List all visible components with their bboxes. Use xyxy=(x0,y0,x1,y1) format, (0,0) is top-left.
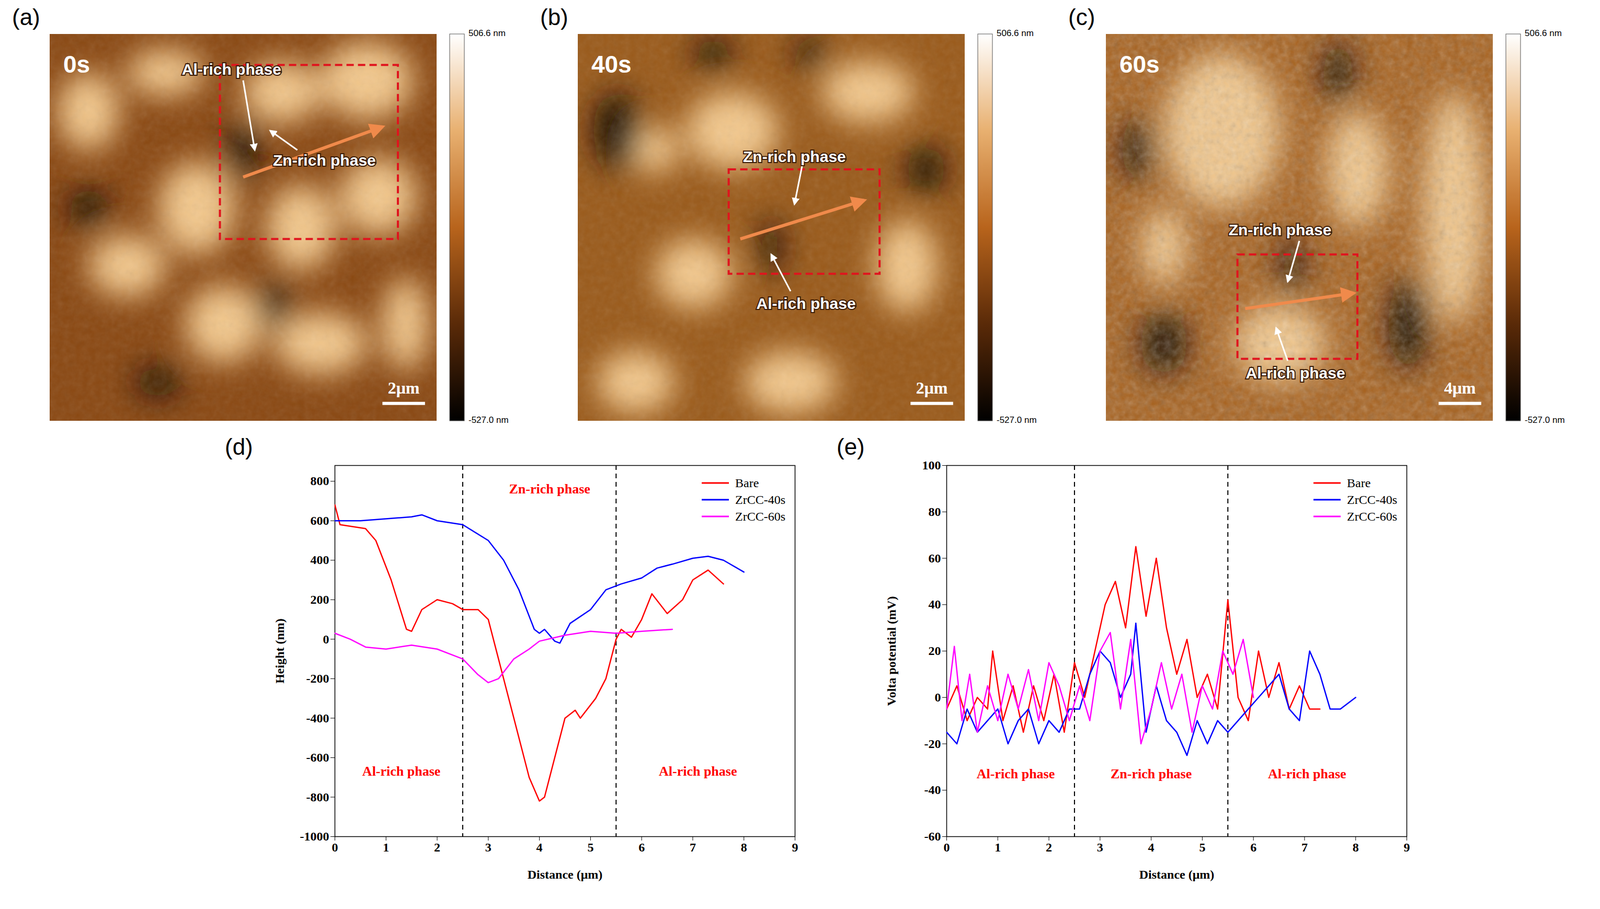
svg-text:60: 60 xyxy=(928,551,942,566)
svg-text:600: 600 xyxy=(310,513,330,528)
svg-text:40s: 40s xyxy=(591,50,632,78)
svg-text:Distance (μm): Distance (μm) xyxy=(527,867,603,882)
svg-text:0s: 0s xyxy=(63,50,90,78)
svg-text:0: 0 xyxy=(332,840,339,855)
svg-text:2μm: 2μm xyxy=(916,378,948,398)
svg-text:Al-rich phase: Al-rich phase xyxy=(1267,766,1347,782)
svg-text:506.6 nm: 506.6 nm xyxy=(1524,28,1562,39)
svg-text:4: 4 xyxy=(1148,840,1155,855)
svg-text:4: 4 xyxy=(536,840,543,855)
svg-text:Al-rich phase: Al-rich phase xyxy=(362,763,441,780)
svg-text:60s: 60s xyxy=(1119,50,1160,78)
svg-text:Zn-rich phase: Zn-rich phase xyxy=(1110,766,1192,782)
svg-text:6: 6 xyxy=(638,840,645,855)
svg-text:Al-rich phase: Al-rich phase xyxy=(181,60,282,78)
svg-text:-527.0 nm: -527.0 nm xyxy=(996,415,1037,426)
svg-text:-527.0 nm: -527.0 nm xyxy=(468,415,509,426)
svg-text:-60: -60 xyxy=(924,829,942,844)
svg-text:-40: -40 xyxy=(924,783,942,797)
svg-text:-200: -200 xyxy=(306,671,330,686)
svg-text:-400: -400 xyxy=(306,711,330,726)
html-text:Bare: Bare xyxy=(1346,476,1371,490)
html-text:(e): (e) xyxy=(836,433,865,460)
svg-text:4μm: 4μm xyxy=(1444,378,1477,398)
svg-text:Zn-rich phase: Zn-rich phase xyxy=(1228,221,1332,239)
svg-text:Zn-rich phase: Zn-rich phase xyxy=(509,481,591,497)
svg-text:3: 3 xyxy=(485,840,492,855)
svg-text:506.6 nm: 506.6 nm xyxy=(468,28,506,39)
html-text:Bare: Bare xyxy=(735,476,759,490)
svg-text:Al-rich phase: Al-rich phase xyxy=(1246,364,1346,382)
svg-text:400: 400 xyxy=(310,553,330,567)
svg-text:20: 20 xyxy=(928,644,942,658)
svg-text:506.6 nm: 506.6 nm xyxy=(996,28,1034,39)
svg-text:7: 7 xyxy=(1301,840,1308,855)
svg-text:Al-rich phase: Al-rich phase xyxy=(658,763,738,780)
svg-text:9: 9 xyxy=(1403,840,1411,855)
svg-text:9: 9 xyxy=(792,840,799,855)
svg-text:8: 8 xyxy=(1352,840,1359,855)
svg-text:Al-rich phase: Al-rich phase xyxy=(976,766,1056,782)
svg-text:2: 2 xyxy=(1045,840,1053,855)
html-text:ZrCC-40s: ZrCC-40s xyxy=(735,492,786,507)
svg-text:-600: -600 xyxy=(306,750,330,765)
svg-text:7: 7 xyxy=(689,840,696,855)
svg-text:0: 0 xyxy=(323,632,330,647)
svg-text:40: 40 xyxy=(928,597,942,612)
svg-text:100: 100 xyxy=(922,458,942,473)
svg-text:(b): (b) xyxy=(540,4,569,30)
html-text:ZrCC-60s: ZrCC-60s xyxy=(735,509,786,524)
svg-text:2: 2 xyxy=(433,840,441,855)
svg-text:(a): (a) xyxy=(12,4,41,30)
svg-text:3: 3 xyxy=(1096,840,1104,855)
svg-text:200: 200 xyxy=(310,592,330,607)
svg-text:-1000: -1000 xyxy=(300,829,330,844)
svg-text:1: 1 xyxy=(994,840,1001,855)
svg-text:Volta potential (mV): Volta potential (mV) xyxy=(884,596,899,707)
svg-text:-20: -20 xyxy=(924,737,942,751)
svg-text:Zn-rich phase: Zn-rich phase xyxy=(272,151,376,169)
svg-text:Height (nm): Height (nm) xyxy=(272,618,287,684)
svg-text:Distance (μm): Distance (μm) xyxy=(1139,867,1215,882)
html-text:ZrCC-60s: ZrCC-60s xyxy=(1346,509,1398,524)
svg-text:8: 8 xyxy=(740,840,748,855)
svg-text:0: 0 xyxy=(934,690,942,705)
html-text:(d): (d) xyxy=(224,433,253,460)
svg-text:0: 0 xyxy=(943,840,951,855)
svg-text:5: 5 xyxy=(1198,840,1206,855)
svg-text:-800: -800 xyxy=(306,790,330,805)
svg-text:Al-rich phase: Al-rich phase xyxy=(756,294,856,313)
svg-text:1: 1 xyxy=(382,840,390,855)
svg-text:5: 5 xyxy=(587,840,594,855)
svg-text:-527.0 nm: -527.0 nm xyxy=(1524,415,1565,426)
svg-text:80: 80 xyxy=(928,505,942,519)
svg-text:6: 6 xyxy=(1250,840,1257,855)
svg-text:(c): (c) xyxy=(1068,4,1095,30)
svg-text:Zn-rich phase: Zn-rich phase xyxy=(743,147,847,166)
svg-text:2μm: 2μm xyxy=(387,378,420,398)
svg-text:800: 800 xyxy=(310,474,330,488)
html-text:ZrCC-40s: ZrCC-40s xyxy=(1346,492,1398,507)
